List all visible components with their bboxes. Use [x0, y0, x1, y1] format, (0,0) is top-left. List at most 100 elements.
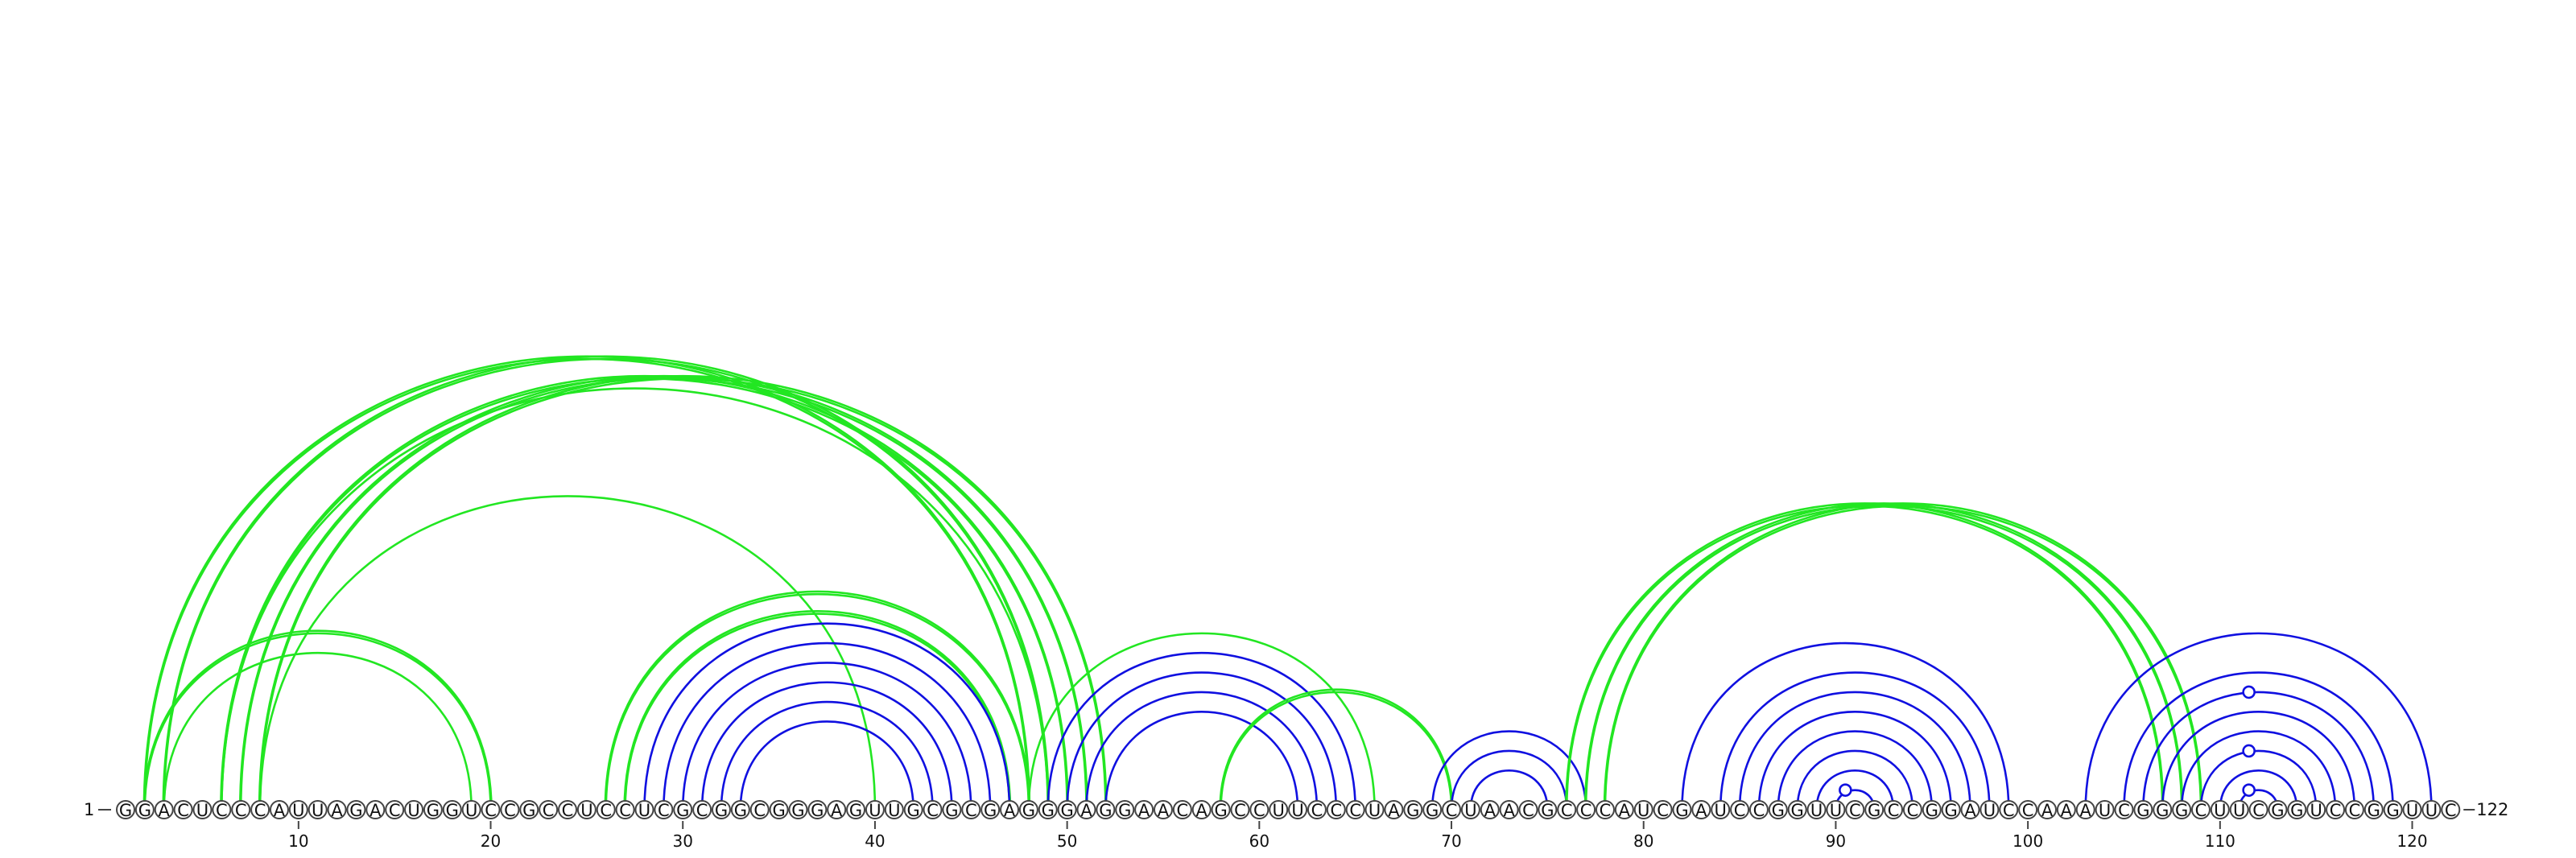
nucleotide-circle: [1576, 800, 1596, 819]
nucleotide-letter: U: [1368, 801, 1381, 820]
nucleotide-letter: U: [638, 801, 650, 820]
base-pair-arc: [1681, 641, 2010, 811]
nucleotide: A: [1134, 800, 1154, 820]
nucleotide: U: [865, 800, 885, 820]
tick-label: 60: [1249, 831, 1269, 851]
nucleotide-circle: [173, 800, 193, 819]
nucleotide-letter: U: [407, 801, 419, 820]
nucleotide-letter: A: [1503, 801, 1515, 820]
nucleotide: G: [980, 800, 1001, 820]
nucleotide-letter: G: [945, 801, 958, 820]
tick-label: 20: [481, 831, 501, 851]
tick-label: 30: [673, 831, 693, 851]
nucleotide-circle: [1211, 800, 1231, 819]
nucleotide-letter: U: [1830, 801, 1842, 820]
nucleotide: G: [1768, 800, 1788, 820]
nucleotide-letter: G: [1060, 801, 1073, 820]
nucleotide: C: [1326, 800, 1346, 820]
nucleotide-circle: [154, 800, 174, 819]
nucleotide: G: [730, 800, 750, 820]
nucleotide-letter: A: [1484, 801, 1496, 820]
nucleotide-letter: A: [274, 801, 286, 820]
nucleotide-letter: G: [138, 801, 151, 820]
nucleotide-letter: G: [1406, 801, 1419, 820]
base-pair-arc: [221, 377, 1068, 811]
nucleotide: C: [1653, 800, 1673, 820]
nucleotide: C: [2114, 800, 2134, 820]
nucleotide: G: [1941, 800, 1961, 820]
nucleotide-circle: [1422, 800, 1443, 819]
base-pair-arc: [1583, 502, 2184, 811]
nucleotide-circle: [461, 800, 481, 819]
nucleotide: U: [404, 800, 424, 820]
nucleotide-letter: C: [1561, 801, 1573, 820]
base-pair-arc: [739, 720, 914, 811]
base-pair-arc: [1220, 691, 1453, 811]
nucleotide-circle: [481, 800, 501, 819]
nucleotide-letter: A: [1080, 801, 1092, 820]
nucleotide-letter: C: [177, 801, 189, 820]
nucleotide-letter: C: [600, 801, 612, 820]
nucleotide-circle: [2441, 800, 2461, 819]
nucleotide-circle: [2306, 800, 2326, 819]
base-pair-arc: [163, 357, 1050, 811]
nucleotide-letter: G: [1426, 801, 1439, 820]
nucleotide-circle: [269, 800, 289, 819]
nucleotide-circle: [1941, 800, 1961, 819]
base-pair-arc: [1719, 671, 1991, 811]
nucleotide: U: [1633, 800, 1653, 820]
base-pair-arc: [1604, 505, 2202, 811]
nucleotide-letter: G: [676, 801, 689, 820]
nucleotide: A: [1191, 800, 1212, 820]
nucleotide-letter: G: [1772, 801, 1785, 820]
nucleotide-letter: G: [2368, 801, 2380, 820]
base-pair-arc: [2084, 632, 2433, 811]
nucleotide: C: [654, 800, 674, 820]
nucleotide-letter: C: [753, 801, 766, 820]
nucleotide-circle: [1691, 800, 1711, 819]
nucleotide-letter: U: [580, 801, 592, 820]
nucleotide-circle: [903, 800, 923, 819]
tick-label: 70: [1441, 831, 1461, 851]
base-pair-arc: [2142, 691, 2376, 811]
nucleotide-letter: C: [619, 801, 631, 820]
base-pair-arc: [1584, 505, 2183, 811]
nucleotide: C: [2248, 800, 2268, 820]
nucleotide: G: [1864, 800, 1885, 820]
nucleotide-letter: G: [1926, 801, 1938, 820]
nucleotide: A: [1384, 800, 1404, 820]
nucleotide-circle: [1845, 800, 1865, 819]
nucleotide-circle: [1518, 800, 1538, 819]
nucleotide-circle: [1000, 800, 1020, 819]
nucleotide-letter: G: [849, 801, 862, 820]
nucleotide-letter: C: [389, 801, 401, 820]
nucleotide-letter: G: [2136, 801, 2149, 820]
nucleotide-letter: G: [1675, 801, 1688, 820]
nucleotide: G: [846, 800, 866, 820]
nucleotide-circle: [1499, 800, 1519, 819]
nucleotide-circle: [2344, 800, 2364, 819]
nucleotide: C: [1884, 800, 1904, 820]
nucleotide-circle: [1249, 800, 1269, 819]
nucleotide-circle: [576, 800, 597, 819]
nucleotide-circle: [1326, 800, 1346, 819]
nucleotide: C: [558, 800, 578, 820]
nucleotide-circle: [519, 800, 539, 819]
nucleotide: G: [1403, 800, 1423, 820]
nucleotide: C: [2190, 800, 2211, 820]
nucleotide: A: [1000, 800, 1020, 820]
nucleotide-letter: U: [1984, 801, 1996, 820]
nucleotide: G: [903, 800, 923, 820]
nucleotide-circle: [346, 800, 366, 819]
base-pair-arc: [605, 592, 1030, 811]
base-pair-arc: [2180, 730, 2337, 811]
nucleotide: G: [1115, 800, 1135, 820]
nucleotide-letter: U: [1464, 801, 1476, 820]
base-pair-arc: [1603, 502, 2203, 811]
nucleotide: G: [2133, 800, 2153, 820]
base-pair-arc: [1815, 769, 1895, 811]
nucleotide-letter: G: [2175, 801, 2188, 820]
nucleotide-circle: [1884, 800, 1904, 819]
nucleotide-circle: [134, 800, 155, 819]
